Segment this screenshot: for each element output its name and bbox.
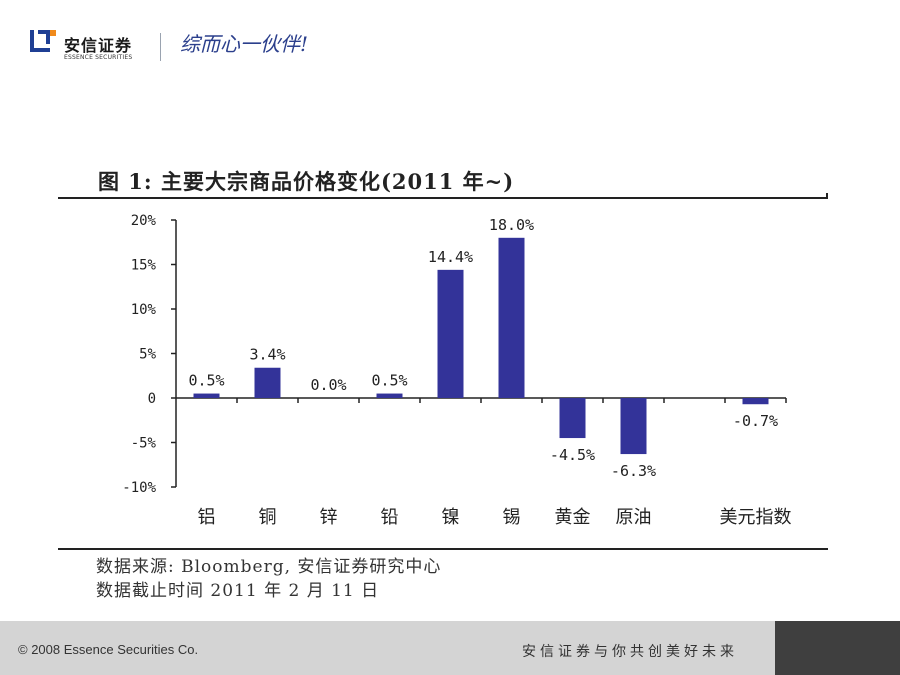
figure-bottom-rule (58, 548, 828, 550)
y-tick-label: -5% (131, 436, 157, 452)
figure-top-rule (58, 197, 828, 199)
essence-logo-icon (30, 30, 56, 52)
bar (193, 393, 220, 398)
y-tick-label: 20% (131, 213, 157, 229)
bar (254, 367, 281, 398)
data-label: 0.0% (310, 376, 346, 394)
bar (742, 398, 769, 405)
bar (376, 393, 403, 398)
figure-title: 图 1: 主要大宗商品价格变化(2011 年~) (98, 169, 515, 194)
y-tick-label: -10% (122, 480, 156, 496)
bar (559, 398, 586, 439)
category-label: 美元指数 (720, 507, 792, 528)
brand-name: 安信证券 (64, 36, 133, 55)
copyright-text: © 2008 Essence Securities Co. (18, 642, 199, 657)
bar (437, 269, 464, 398)
bar (620, 398, 647, 455)
brand-name-en: ESSENCE SECURITIES (64, 54, 133, 61)
y-tick-label: 10% (131, 302, 157, 318)
category-label: 铝 (198, 507, 216, 528)
data-label: -0.7% (733, 412, 778, 430)
bar (498, 237, 525, 398)
source-line: 数据来源: Bloomberg, 安信证券研究中心 (96, 557, 442, 577)
source-date-line: 数据截止时间 2011 年 2 月 11 日 (96, 581, 380, 601)
header-divider (160, 33, 161, 61)
header: 安信证券 ESSENCE SECURITIES 综而心一伙伴! (0, 0, 900, 80)
category-label: 锡 (503, 507, 521, 528)
footer-dark-block (775, 621, 900, 675)
category-label: 镍 (442, 507, 460, 528)
data-label: 0.5% (371, 372, 407, 390)
category-label: 铜 (259, 507, 277, 528)
data-label: 3.4% (249, 346, 285, 364)
data-label: 18.0% (489, 216, 534, 234)
data-label: 14.4% (428, 248, 473, 266)
y-tick-label: 5% (139, 347, 156, 363)
category-label: 黄金 (555, 507, 591, 528)
commodity-price-change-chart: 20% 15% 10% 5% 0 -5% -10% 0.5% 铝 3.4% 铜 0.0% 锌 0.5% 铅 1… (122, 213, 792, 528)
category-label: 铅 (381, 507, 399, 528)
y-tick-label: 15% (131, 258, 157, 274)
category-label: 原油 (616, 507, 652, 528)
footer-slogan: 安信证券与你共创美好未来 (522, 644, 738, 660)
footer-bar (0, 621, 900, 675)
category-label: 锌 (320, 507, 338, 528)
data-label: 0.5% (188, 372, 224, 390)
data-label: -4.5% (550, 446, 595, 464)
data-label: -6.3% (611, 462, 656, 480)
header-slogan: 综而心一伙伴! (180, 32, 309, 56)
figure-source: 数据来源: Bloomberg, 安信证券研究中心 数据截止时间 2011 年 … (96, 555, 441, 603)
y-tick-label: 0 (148, 391, 156, 407)
figure-rule-tick (826, 193, 828, 199)
